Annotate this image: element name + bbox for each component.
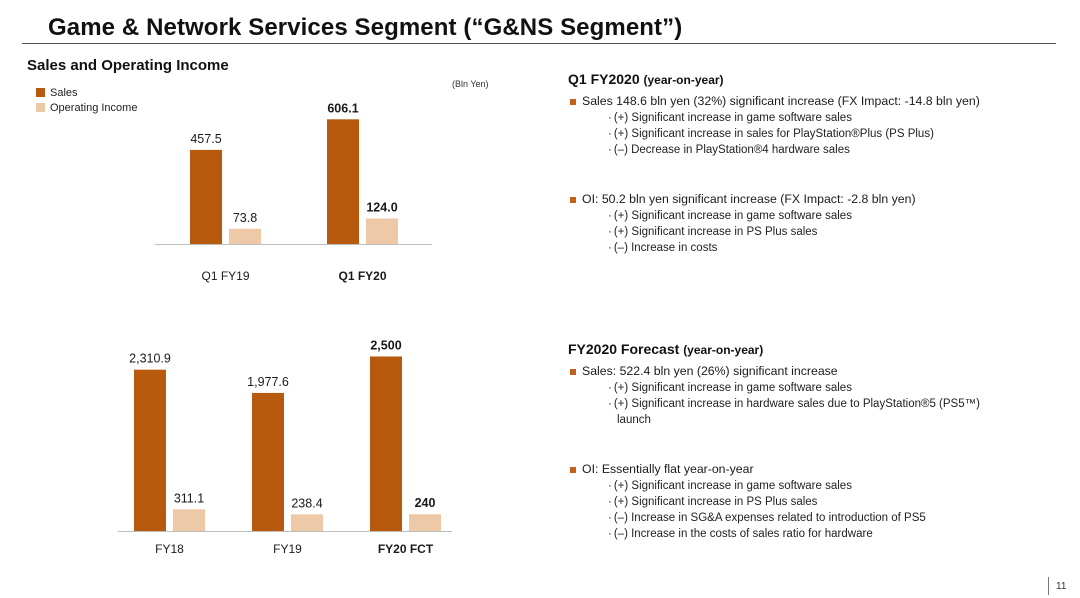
bar-operating-income [291,514,323,531]
data-label-sales: 2,310.9 [129,352,171,366]
chart-legend: Sales Operating Income [36,85,137,115]
forecast-panel: FY2020 Forecast (year-on-year) Sales: 52… [568,341,1068,542]
bullet-square-icon [570,99,576,105]
page-title: Game & Network Services Segment (“G&NS S… [48,14,683,41]
page-number-divider [1048,577,1049,595]
q1-oi-bullet-text: OI: 50.2 bln yen significant increase (F… [582,192,916,206]
data-label-sales: 1,977.6 [247,375,289,389]
legend-swatch-sales [36,88,45,97]
forecast-heading-text: FY2020 Forecast [568,341,680,357]
list-item: · (+) Significant increase in game softwa… [608,112,852,124]
q1-sales-bullet-text: Sales 148.6 bln yen (32%) significant in… [582,94,980,108]
q1-oi-items: · (+) Significant increase in game softwa… [568,208,1068,256]
list-item: · (+) Significant increase in PS Plus sal… [608,496,818,508]
data-label-operating-income: 124.0 [366,200,397,214]
list-item: · (+) Significant increase in game softwa… [608,210,852,222]
title-divider [22,43,1056,44]
bullet-square-icon [570,369,576,375]
category-label: FY19 [273,542,302,556]
list-item-text: (+) Significant increase in PS Plus sale… [613,496,818,508]
forecast-oi-bullet-text: OI: Essentially flat year-on-year [582,462,754,476]
bullet-square-icon [570,197,576,203]
list-item: · (–) Increase in costs [608,242,718,254]
q1-sales-bullet: Sales 148.6 bln yen (32%) significant in… [568,93,1068,110]
list-item-text: (–) Increase in costs [613,242,718,254]
bar-charts: 457.5 73.8 Q1 FY19 606.1 124.0 Q1 FY20 2,310.9… [118,101,452,556]
list-item-text: (–) Decrease in PlayStation®4 hardware s… [613,144,850,156]
forecast-heading: FY2020 Forecast (year-on-year) [568,341,1068,363]
list-item-text: (+) Significant increase in game softwar… [613,382,852,394]
list-item-text: (+) Significant increase in game softwar… [613,112,852,124]
section-title: Sales and Operating Income [27,57,229,74]
category-label: Q1 FY20 [338,269,386,283]
list-item: · (+) Significant increase in PS Plus sal… [608,226,818,238]
category-label: Q1 FY19 [201,269,249,283]
bar-operating-income [366,218,398,244]
data-label-sales: 606.1 [327,101,358,115]
legend-swatch-operating-income [36,103,45,112]
forecast-sales-bullet: Sales: 522.4 bln yen (26%) significant i… [568,363,1068,380]
data-label-operating-income: 240 [415,496,436,510]
list-item: · (+) Significant increase in game softwa… [608,480,852,492]
legend-item-operating-income: Operating Income [36,100,137,115]
data-label-sales: 2,500 [370,338,401,352]
list-item-text: (–) Increase in SG&A expenses related to… [613,512,926,524]
data-label-operating-income: 311.1 [174,491,204,505]
list-item-text: (+) Significant increase in game softwar… [613,210,852,222]
bar-sales [327,119,359,244]
list-item-text: (+) Significant increase in hardware sal… [613,398,980,426]
bar-sales [370,356,402,531]
bar-operating-income [173,509,205,531]
legend-label-sales: Sales [50,86,78,99]
q1-oi-bullet: OI: 50.2 bln yen significant increase (F… [568,191,1068,208]
legend-label-operating-income: Operating Income [50,101,138,114]
q1-heading-sub: (year-on-year) [643,73,724,87]
data-label-sales: 457.5 [190,132,221,146]
list-item: · (–) Increase in SG&A expenses related t… [608,512,926,524]
list-item: · (+) Significant increase in game softwa… [608,382,852,394]
bullet-square-icon [570,467,576,473]
forecast-sales-bullet-text: Sales: 522.4 bln yen (26%) significant i… [582,364,838,378]
q1-panel: Q1 FY2020 (year-on-year) Sales 148.6 bln… [568,71,1068,256]
unit-label: (Bln Yen) [452,79,489,89]
list-item: · (–) Increase in the costs of sales rati… [608,528,873,540]
forecast-sales-items: · (+) Significant increase in game softwa… [568,380,1068,428]
list-item: · (+) Significant increase in sales for P… [608,128,934,140]
list-item-text: (+) Significant increase in PS Plus sale… [613,226,818,238]
list-item-text: (+) Significant increase in game softwar… [613,480,852,492]
bar-operating-income [409,514,441,531]
data-label-operating-income: 238.4 [291,496,322,510]
list-item: · (+) Significant increase in hardware sa… [608,398,980,426]
q1-heading: Q1 FY2020 (year-on-year) [568,71,1068,93]
legend-item-sales: Sales [36,85,137,100]
q1-heading-text: Q1 FY2020 [568,71,640,87]
category-label: FY18 [155,542,184,556]
bar-sales [134,369,166,531]
list-item-text: (–) Increase in the costs of sales ratio… [613,528,873,540]
bar-sales [252,392,284,531]
forecast-oi-items: · (+) Significant increase in game softwa… [568,478,1068,542]
bar-operating-income [229,228,261,244]
bar-sales [190,149,222,244]
forecast-heading-sub: (year-on-year) [683,343,764,357]
list-item: · (–) Decrease in PlayStation®4 hardware … [608,144,850,156]
forecast-oi-bullet: OI: Essentially flat year-on-year [568,461,1068,478]
page-number: 11 [1056,581,1067,592]
list-item-text: (+) Significant increase in sales for Pl… [613,128,934,140]
data-label-operating-income: 73.8 [233,211,257,225]
q1-sales-items: · (+) Significant increase in game softwa… [568,110,1068,158]
category-label: FY20 FCT [378,542,434,556]
